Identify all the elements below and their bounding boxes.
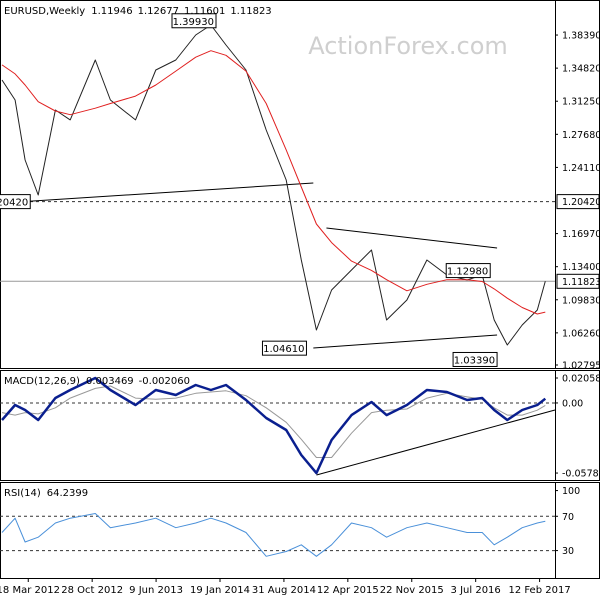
header-value: 1.11823 bbox=[230, 6, 271, 17]
x-tick-label: 18 Mar 2012 bbox=[0, 585, 60, 596]
y-tick-label: -0.057859 bbox=[562, 469, 600, 480]
trend-line bbox=[316, 409, 556, 476]
level-label: 1.20420 bbox=[562, 197, 600, 208]
price-label-box bbox=[0, 194, 31, 210]
y-tick-label: 1.06260 bbox=[562, 328, 600, 339]
price-label: 1.20420 bbox=[0, 198, 28, 209]
series-line bbox=[1, 50, 546, 315]
header-value: 64.2399 bbox=[47, 488, 88, 499]
trend-line bbox=[313, 334, 498, 349]
x-tick-label: 22 Nov 2015 bbox=[380, 585, 444, 596]
x-tick-label: 12 Apr 2015 bbox=[317, 585, 379, 596]
y-tick-label: 1.27680 bbox=[562, 130, 600, 141]
price-label: 1.39930 bbox=[173, 17, 214, 28]
y-tick-label: 1.24110 bbox=[562, 163, 600, 174]
series-line bbox=[1, 513, 546, 557]
x-tick-label: 9 Jun 2013 bbox=[129, 585, 183, 596]
trend-line bbox=[1, 182, 314, 204]
price-label-box bbox=[261, 340, 307, 356]
panel-title: EURUSD,Weekly bbox=[4, 6, 85, 17]
x-tick-label: 12 Feb 2017 bbox=[508, 585, 570, 596]
y-tick-label: 1.16970 bbox=[562, 229, 600, 240]
x-tick-label: 3 Jul 2016 bbox=[451, 585, 501, 596]
axis-frame bbox=[555, 0, 600, 369]
watermark: ActionForex.com bbox=[308, 32, 508, 60]
x-tick-label: 31 Aug 2014 bbox=[252, 585, 316, 596]
header-value: -0.002060 bbox=[139, 376, 190, 387]
panel-title: RSI(14) bbox=[4, 488, 41, 499]
level-label-box bbox=[556, 194, 600, 210]
y-tick-label: 1.34820 bbox=[562, 64, 600, 75]
y-tick-label: 1.09830 bbox=[562, 295, 600, 306]
price-label: 1.03390 bbox=[454, 355, 495, 366]
y-tick-label: 0.00 bbox=[562, 398, 583, 409]
price-label-box bbox=[445, 263, 491, 279]
x-tick-label: 28 Oct 2012 bbox=[61, 585, 123, 596]
price-label: 1.12980 bbox=[447, 267, 488, 278]
y-tick-label: 1.38390 bbox=[562, 31, 600, 42]
y-tick-label: 30 bbox=[562, 546, 574, 557]
y-tick-label: 1.13400 bbox=[562, 262, 600, 273]
y-tick-label: 1.31250 bbox=[562, 97, 600, 108]
header-value: 1.12677 bbox=[138, 6, 179, 17]
y-tick-label: 100 bbox=[562, 486, 580, 497]
price-label: 1.04610 bbox=[263, 344, 304, 355]
panel-title: MACD(12,26,9) bbox=[4, 376, 80, 387]
header-value: 0.003469 bbox=[86, 376, 134, 387]
series-line bbox=[1, 376, 547, 475]
price-label-box bbox=[452, 351, 498, 367]
series-line bbox=[1, 24, 546, 346]
header-value: 1.11946 bbox=[91, 6, 132, 17]
header-value: 1.11601 bbox=[184, 6, 225, 17]
x-tick-label: 19 Jan 2014 bbox=[190, 585, 250, 596]
price-label-box bbox=[171, 13, 217, 29]
level-label-box bbox=[556, 273, 600, 289]
level-label: 1.11823 bbox=[562, 277, 600, 288]
y-tick-label: 70 bbox=[562, 512, 574, 523]
y-tick-label: 0.020585 bbox=[562, 374, 600, 385]
axis-frame bbox=[555, 370, 600, 481]
trend-line bbox=[326, 227, 498, 249]
y-tick-label: 1.02795 bbox=[562, 360, 600, 371]
